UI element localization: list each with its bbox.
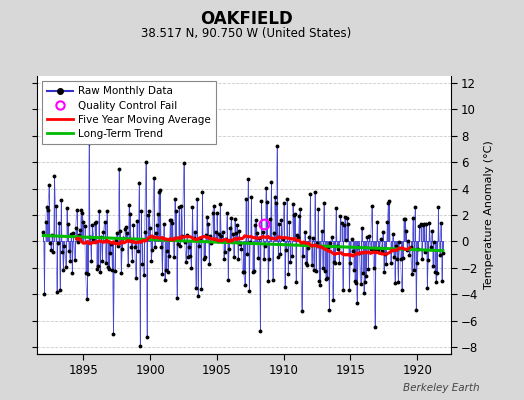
Text: OAKFIELD: OAKFIELD bbox=[200, 10, 293, 28]
Legend: Raw Monthly Data, Quality Control Fail, Five Year Moving Average, Long-Term Tren: Raw Monthly Data, Quality Control Fail, … bbox=[42, 81, 216, 144]
Y-axis label: Temperature Anomaly (°C): Temperature Anomaly (°C) bbox=[484, 141, 494, 289]
Text: 38.517 N, 90.750 W (United States): 38.517 N, 90.750 W (United States) bbox=[141, 27, 352, 40]
Text: Berkeley Earth: Berkeley Earth bbox=[403, 383, 479, 393]
